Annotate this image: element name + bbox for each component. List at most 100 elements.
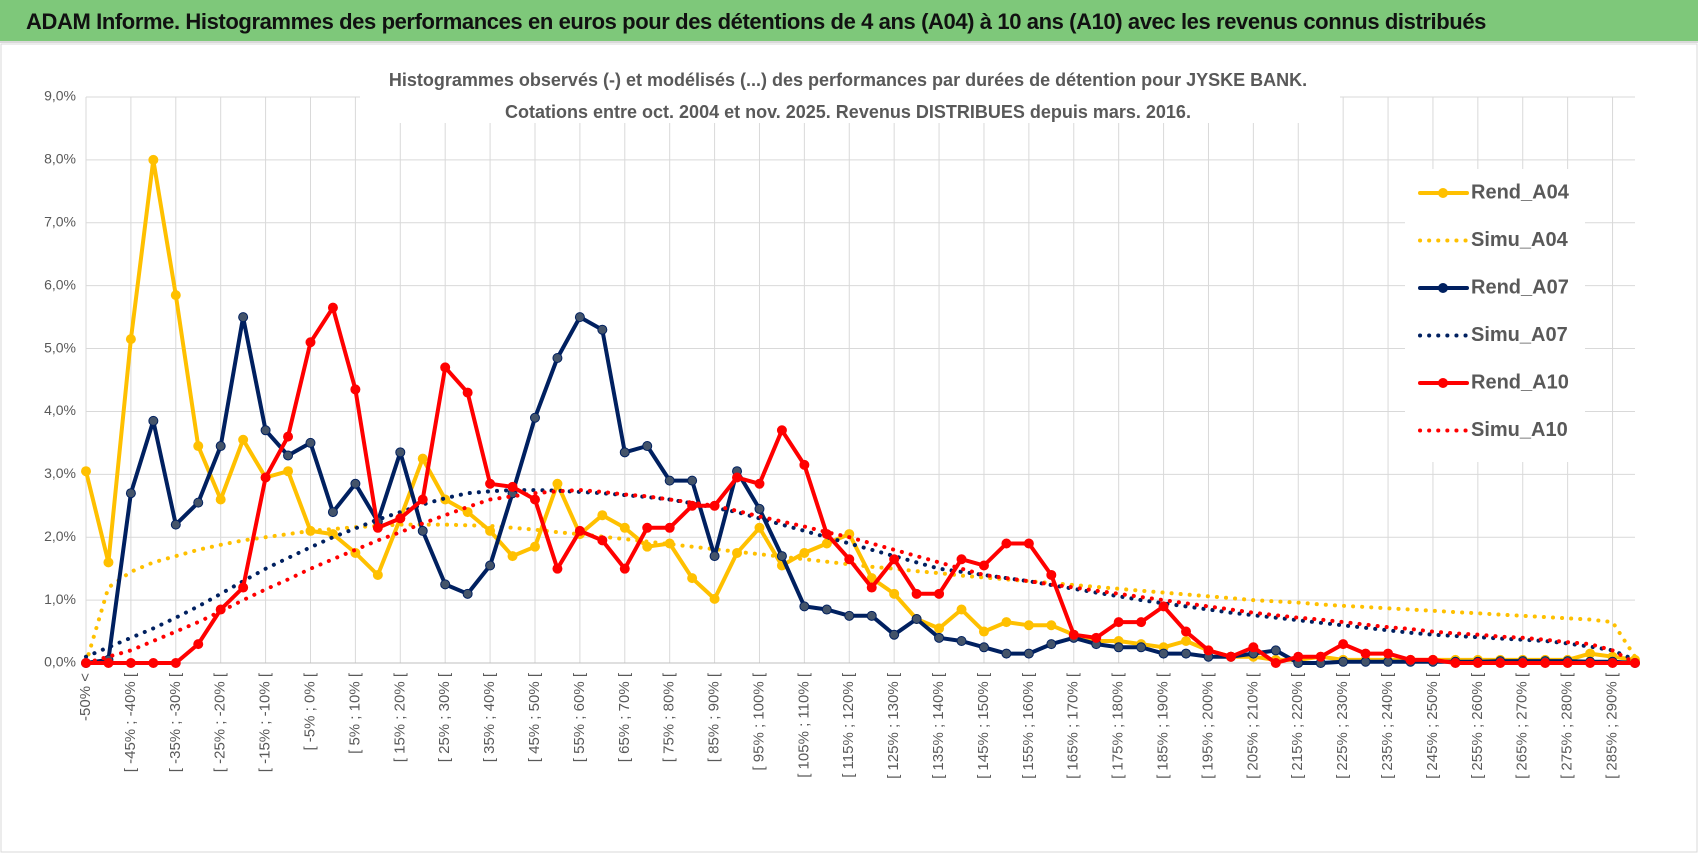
x-tick-label: [ -5% ; 0% [ — [301, 672, 318, 750]
data-point — [462, 387, 473, 398]
data-point — [529, 412, 540, 423]
data-point — [664, 475, 675, 486]
header-title: ADAM Informe. Histogrammes des performan… — [26, 9, 1486, 34]
data-point — [1001, 648, 1012, 659]
data-point — [799, 547, 810, 558]
data-point — [1315, 651, 1326, 662]
data-point — [552, 352, 563, 363]
chart: 0,0% 1,0% 2,0% 3,0% 4,0% 5,0% 6,0% 7,0% 8,0% 9,0%… — [0, 43, 1698, 853]
series-line — [84, 488, 1637, 665]
data-point — [754, 522, 765, 533]
data-point — [1450, 658, 1461, 668]
header-bar: ADAM Informe. Histogrammes des performan… — [0, 0, 1698, 43]
data-point — [799, 601, 810, 612]
data-point — [552, 563, 563, 574]
data-point — [170, 658, 181, 668]
data-point — [238, 582, 249, 593]
data-point — [238, 312, 249, 323]
data-point — [125, 334, 136, 345]
data-point — [1270, 645, 1281, 656]
data-point — [889, 629, 900, 640]
data-point — [1585, 658, 1596, 668]
data-point — [754, 503, 765, 514]
data-point — [911, 588, 922, 599]
data-point — [687, 475, 698, 486]
data-point — [1360, 648, 1371, 659]
x-tick-label: [ 205% ; 210% [ — [1244, 672, 1261, 779]
data-point — [440, 362, 451, 373]
data-point — [866, 610, 877, 621]
data-point — [1001, 538, 1012, 549]
data-point — [1607, 658, 1618, 668]
data-point — [956, 554, 967, 565]
x-tick-label: [ -35% ; -30% [ — [167, 672, 184, 772]
data-point — [103, 658, 114, 668]
data-point — [956, 635, 967, 646]
data-point — [1338, 639, 1349, 650]
y-tick-label: 8,0% — [44, 151, 76, 167]
data-point — [1248, 642, 1259, 653]
data-point — [642, 522, 653, 533]
legend-marker — [1438, 188, 1448, 198]
x-tick-label: [ 155% ; 160% [ — [1020, 672, 1037, 779]
data-point — [732, 472, 743, 483]
data-point — [215, 494, 226, 505]
data-point — [1405, 654, 1416, 665]
data-point — [776, 425, 787, 436]
legend-label: Rend_A04 — [1471, 181, 1570, 203]
data-point — [978, 626, 989, 637]
data-point — [597, 535, 608, 546]
data-point — [597, 324, 608, 335]
data-point — [934, 632, 945, 643]
x-tick-label: [ 15% ; 20% [ — [391, 672, 408, 762]
data-point — [1046, 620, 1057, 631]
legend-label: Simu_A04 — [1471, 229, 1569, 251]
data-point — [911, 613, 922, 624]
x-tick-label: [ 195% ; 200% [ — [1199, 672, 1216, 779]
x-tick-label: [ 55% ; 60% [ — [571, 672, 588, 762]
series-line — [84, 305, 1637, 665]
data-point — [283, 450, 294, 461]
data-point — [889, 588, 900, 599]
data-point — [1113, 617, 1124, 628]
data-point — [574, 525, 585, 536]
data-point — [1023, 538, 1034, 549]
data-point — [1517, 658, 1528, 668]
x-tick-label: [ 215% ; 220% [ — [1289, 672, 1306, 779]
x-tick-label: [ -45% ; -40% [ — [122, 672, 139, 772]
x-tick-label: [ 105% ; 110% [ — [795, 672, 812, 778]
data-point — [125, 658, 136, 668]
x-tick-label: [ 275% ; 280% [ — [1559, 672, 1576, 779]
data-point — [552, 478, 563, 489]
x-tick-label: [ 65% ; 70% [ — [616, 672, 633, 762]
data-point — [1181, 648, 1192, 659]
data-point — [1360, 656, 1371, 667]
data-point — [81, 466, 91, 477]
x-tick-label: [ 235% ; 240% [ — [1379, 672, 1396, 779]
data-point — [1203, 645, 1214, 656]
data-point — [642, 541, 653, 552]
legend-label: Simu_A07 — [1471, 324, 1568, 346]
data-point — [664, 522, 675, 533]
data-point — [417, 525, 428, 536]
data-point — [934, 623, 945, 634]
x-tick-label: [ 25% ; 30% [ — [436, 672, 453, 762]
data-point — [934, 588, 945, 599]
data-point — [1495, 658, 1506, 668]
data-point — [1225, 651, 1236, 662]
y-tick-label: 5,0% — [44, 339, 76, 355]
data-point — [1338, 656, 1349, 667]
data-point — [1046, 569, 1057, 580]
data-point — [327, 507, 338, 518]
data-point — [687, 573, 698, 584]
x-tick-label: [ 255% ; 260% [ — [1469, 672, 1486, 779]
chart-title: Histogrammes observés (-) et modélisés (… — [389, 70, 1307, 90]
data-point — [395, 513, 406, 524]
y-tick-label: 2,0% — [44, 528, 76, 544]
x-tick-label: [ 75% ; 80% [ — [661, 672, 678, 762]
data-point — [238, 434, 249, 445]
x-tick-label: [ 45% ; 50% [ — [526, 672, 543, 762]
x-tick-label: [ 85% ; 90% [ — [706, 672, 723, 762]
y-tick-label: 0,0% — [44, 654, 76, 670]
data-point — [372, 569, 383, 580]
